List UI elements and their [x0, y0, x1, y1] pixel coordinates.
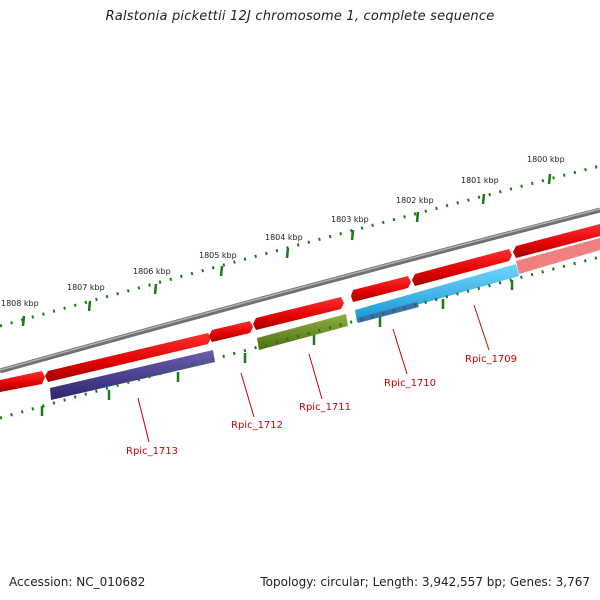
gene-label-Rpic_1713[interactable]: Rpic_1713: [126, 446, 178, 457]
gene-arrow[interactable]: [45, 333, 211, 382]
outer-ruler-major-ticks: [21, 173, 552, 327]
gene-arrow-left-edge[interactable]: [0, 371, 45, 392]
genome-stats-label: Topology: circular; Length: 3,942,557 bp…: [260, 575, 590, 589]
chromosome-backbone-highlight: [0, 208, 600, 371]
kbp-label-1808: 1808 kbp: [1, 299, 39, 308]
gene-arrow[interactable]: [351, 276, 411, 302]
map-title: Ralstonia pickettii 12J chromosome 1, co…: [105, 9, 495, 24]
kbp-label-1802: 1802 kbp: [396, 196, 434, 205]
forward-strand-genes: [0, 224, 600, 392]
gene-Rpic_1713[interactable]: [50, 350, 215, 400]
gene-callout-lines: [137, 304, 490, 443]
gene-label-Rpic_1712[interactable]: Rpic_1712: [231, 420, 283, 431]
gene-label-Rpic_1711[interactable]: Rpic_1711: [299, 402, 351, 413]
accession-label: Accession: NC_010682: [9, 575, 146, 589]
kbp-label-1801: 1801 kbp: [461, 176, 499, 185]
gene-arrow[interactable]: [253, 297, 344, 330]
kbp-label-1800: 1800 kbp: [527, 155, 565, 164]
gene-arrow-pale[interactable]: [516, 238, 600, 274]
kbp-label-1803: 1803 kbp: [331, 215, 369, 224]
gene-Rpic_1711[interactable]: [257, 314, 348, 350]
kbp-label-1804: 1804 kbp: [265, 233, 303, 242]
kbp-label-1805: 1805 kbp: [199, 251, 237, 260]
chromosome-backbone: [0, 207, 600, 374]
gene-label-Rpic_1709[interactable]: Rpic_1709: [465, 354, 517, 365]
gene-arrow[interactable]: [513, 224, 600, 258]
kbp-label-1807: 1807 kbp: [67, 283, 105, 292]
inner-ruler-major-ticks: [40, 280, 514, 416]
gene-label-Rpic_1710[interactable]: Rpic_1710: [384, 378, 436, 389]
gene-arrow[interactable]: [412, 249, 512, 286]
kbp-label-1806: 1806 kbp: [133, 267, 171, 276]
gene-Rpic_1710[interactable]: [355, 264, 519, 322]
gene-arrow[interactable]: [209, 321, 253, 342]
